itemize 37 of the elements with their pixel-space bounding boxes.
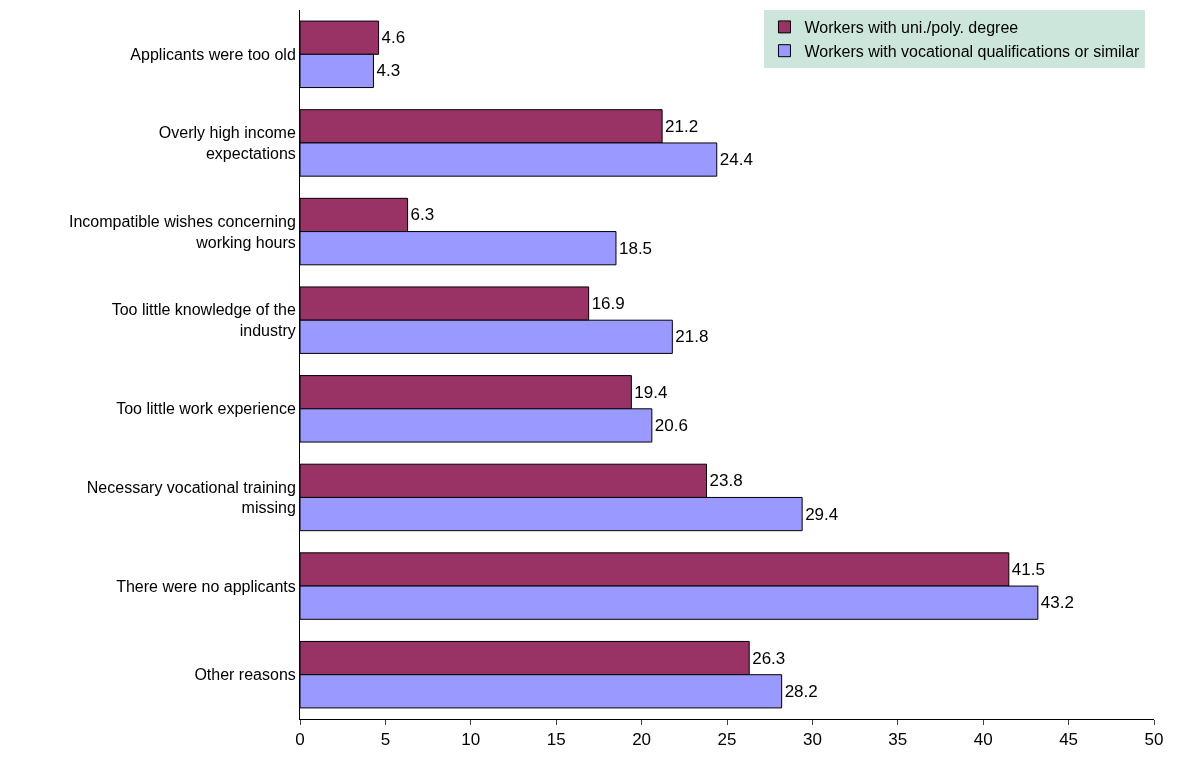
legend-label: Workers with uni./poly. degree [804,19,1019,37]
data-label: 6.3 [410,205,435,225]
y-tick-label: Other reasons [194,666,296,684]
data-label: 29.4 [805,504,839,524]
x-tick-label: 30 [802,730,822,750]
y-tick-label: Too little work experience [116,400,296,418]
x-tick-label: 50 [1144,730,1164,750]
data-label: 21.2 [665,116,699,136]
data-label: 24.4 [719,150,753,170]
x-tick-label: 35 [888,730,908,750]
data-label: 28.2 [784,681,818,701]
x-tick-label: 0 [295,730,305,750]
y-tick-label: There were no applicants [116,577,296,595]
legend-label: Workers with vocational qualifications or similar [804,42,1141,60]
y-tick-label: Overly high income expectations [158,124,296,162]
data-label: 23.8 [709,471,743,491]
y-tick-label: Too little knowledge of the industry [111,301,296,340]
data-label: 21.8 [675,327,709,347]
x-tick-label: 10 [461,730,481,750]
data-label: 41.5 [1011,559,1045,579]
data-label: 20.6 [654,415,688,435]
x-tick-label: 15 [546,730,566,750]
data-label: 4.3 [376,61,401,81]
y-tick-label: Incompatible wishes concerning working hours [69,212,296,251]
x-tick-label: 5 [380,730,391,750]
data-label: 16.9 [591,294,625,314]
data-label: 18.5 [618,238,653,258]
x-tick-label: 45 [1059,730,1079,750]
data-label: 4.6 [381,28,406,48]
x-tick-label: 25 [717,730,737,750]
y-tick-label: Necessary vocational training missing [86,478,296,517]
y-tick-label: Applicants were too old [130,45,296,63]
data-label: 43.2 [1040,593,1074,613]
x-tick-label: 40 [973,730,993,750]
data-label: 19.4 [634,382,668,402]
x-tick-label: 20 [632,730,652,750]
data-label: 26.3 [752,648,786,668]
